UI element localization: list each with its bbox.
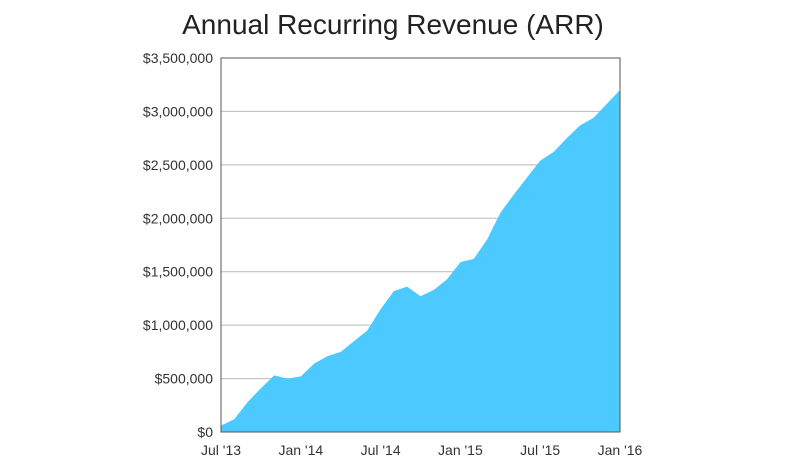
- arr-area: [221, 90, 620, 432]
- y-axis-labels: $0 $500,000 $1,000,000 $1,500,000 $2,000,000…: [143, 50, 213, 440]
- x-tick-label: Jan '14: [278, 442, 323, 458]
- plot-frame: [220, 57, 621, 433]
- x-tick-label: Jul '15: [520, 442, 560, 458]
- x-tick-label: Jul '13: [201, 442, 241, 458]
- y-tick-label: $2,000,000: [143, 210, 213, 226]
- x-tick-label: Jan '16: [598, 442, 643, 458]
- plot-border: [220, 57, 621, 433]
- y-tick-label: $3,500,000: [143, 50, 213, 66]
- y-tick-label: $2,500,000: [143, 157, 213, 173]
- y-tick-label: $3,000,000: [143, 103, 213, 119]
- y-tick-label: $1,000,000: [143, 317, 213, 333]
- y-tick-label: $0: [197, 424, 213, 440]
- y-tick-label: $1,500,000: [143, 264, 213, 280]
- chart-title: Annual Recurring Revenue (ARR): [182, 9, 604, 40]
- area-series: [221, 90, 620, 432]
- x-tick-label: Jul '14: [361, 442, 401, 458]
- y-tick-label: $500,000: [155, 371, 214, 387]
- x-tick-label: Jan '15: [438, 442, 483, 458]
- x-axis-labels: Jul '13 Jan '14 Jul '14 Jan '15 Jul '15 Jan '…: [201, 442, 643, 458]
